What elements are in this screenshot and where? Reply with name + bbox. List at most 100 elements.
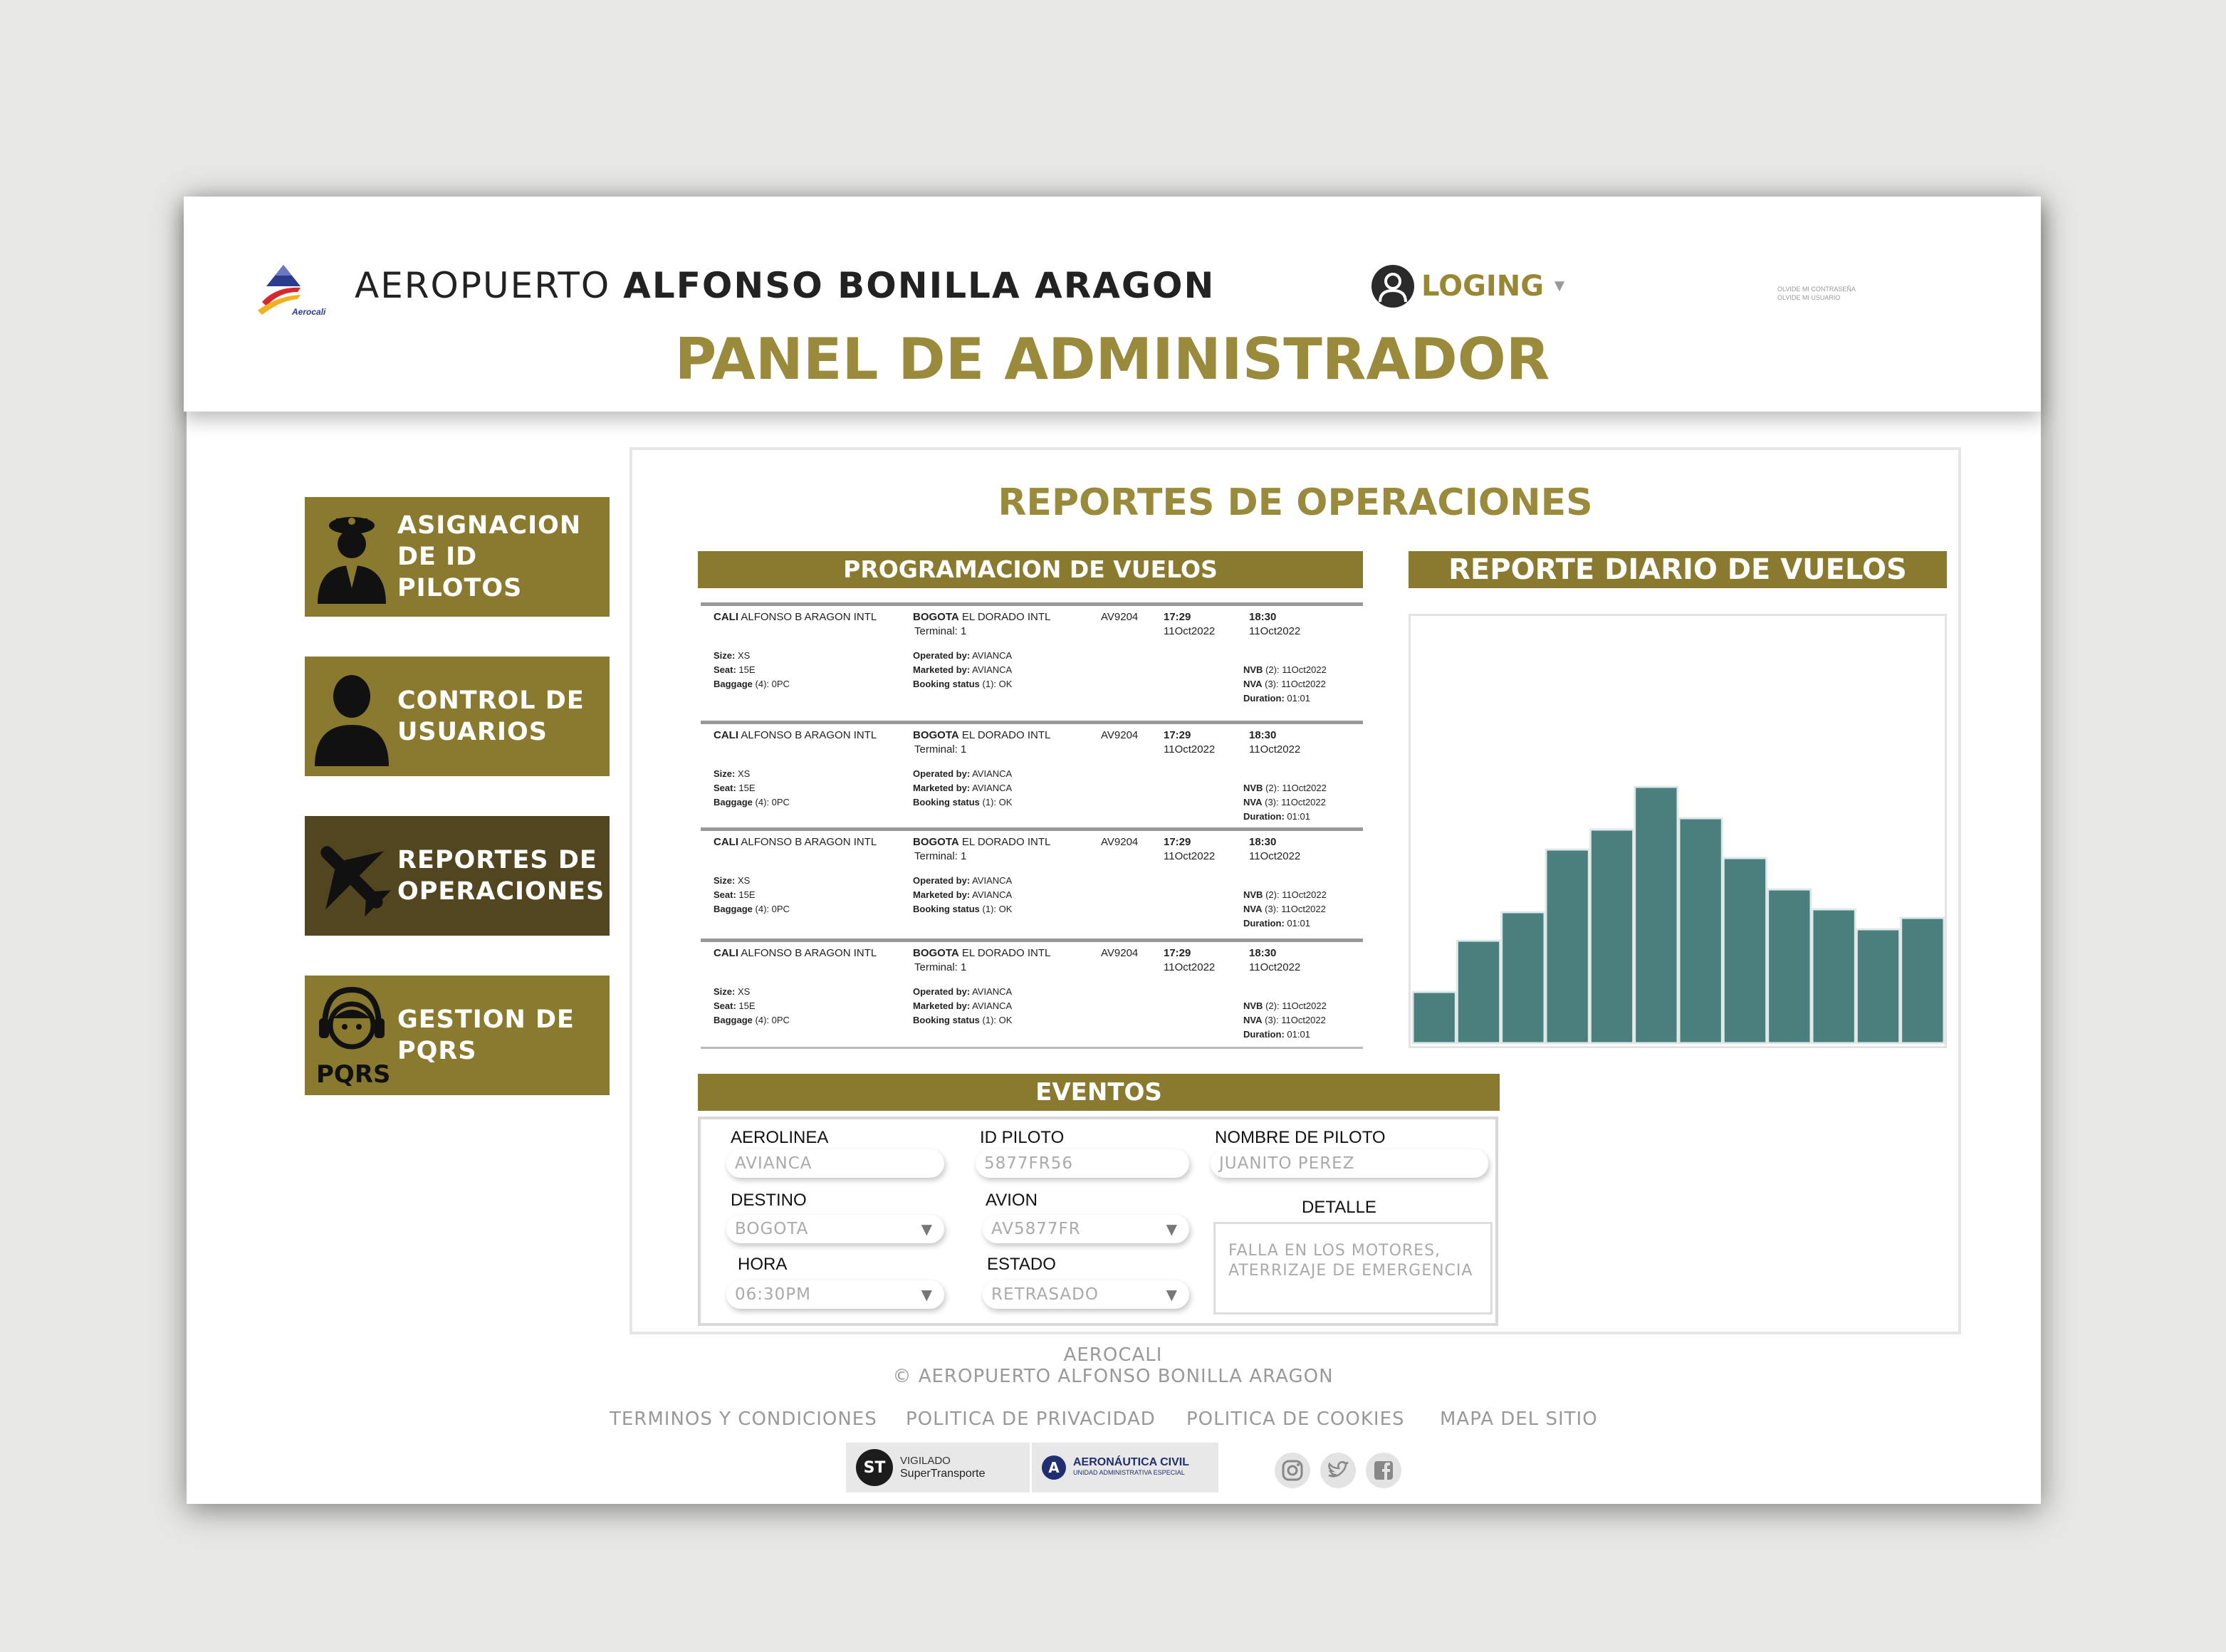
sidebar-item-gestion-pqrs[interactable]: PQRS GESTION DE PQRS [305, 976, 610, 1095]
marketed-by: Marketed by: AVIANCA [913, 781, 1012, 795]
duration: Duration: 01:01 [1243, 1028, 1310, 1042]
marketed-value: AVIANCA [972, 664, 1013, 675]
forgot-user-link[interactable]: OLVIDE MI USUARIO [1777, 294, 1841, 301]
facebook-icon[interactable] [1366, 1453, 1401, 1488]
aerocali-logo[interactable]: Aerocali [255, 265, 333, 322]
aerocivil-badge[interactable]: A AERONÁUTICA CIVIL UNIDAD ADMINISTRATIV… [1032, 1443, 1218, 1492]
forgot-password-link[interactable]: OLVIDE MI CONTRASEÑA [1777, 286, 1856, 293]
operated-label: Operated by: [913, 768, 971, 779]
nombre-piloto-field[interactable]: JUANITO PEREZ [1211, 1149, 1488, 1178]
supertransporte-badge[interactable]: ST VIGILADO SuperTransporte [846, 1443, 1030, 1492]
seat-label: Seat: [714, 1000, 736, 1011]
origin-name: ALFONSO B ARAGON INTL [741, 947, 877, 959]
baggage: Baggage (4): 0PC [714, 1013, 790, 1028]
arrival-time: 18:30 [1249, 835, 1276, 849]
sidebar-item-asignacion-pilotos[interactable]: ASIGNACION DE ID PILOTOS [305, 497, 610, 617]
estado-value: RETRASADO [991, 1285, 1099, 1304]
baggage-label: Baggage [714, 797, 753, 807]
footer-link-mapa[interactable]: MAPA DEL SITIO [1440, 1408, 1598, 1430]
events-header: EVENTOS [698, 1074, 1500, 1111]
login-button[interactable]: LOGING ▼ [1371, 265, 1568, 308]
nvb-value: (2): 11Oct2022 [1265, 1000, 1327, 1011]
dest-name: EL DORADO INTL [961, 611, 1051, 623]
booking-value: (1): OK [982, 679, 1013, 689]
detalle-line-1: FALLA EN LOS MOTORES, [1228, 1242, 1441, 1260]
departure-time: 17:29 [1164, 728, 1191, 743]
flight-row[interactable]: CALI ALFONSO B ARAGON INTL BOGOTA EL DORA… [701, 721, 1363, 835]
nombre-piloto-label: NOMBRE DE PILOTO [1215, 1128, 1386, 1147]
origin-name: ALFONSO B ARAGON INTL [741, 836, 877, 848]
hora-select[interactable]: 06:30PM ▼ [726, 1280, 944, 1309]
nva-label: NVA [1243, 1015, 1263, 1025]
size-label: Size: [714, 875, 736, 886]
instagram-icon[interactable] [1275, 1453, 1310, 1488]
operated-label: Operated by: [913, 986, 971, 997]
arr-time: 18:30 [1249, 729, 1277, 741]
baggage-value: (4): 0PC [755, 904, 790, 914]
baggage-value: (4): 0PC [755, 1015, 790, 1025]
size-value: XS [737, 768, 751, 779]
operated-by: Operated by: AVIANCA [913, 874, 1012, 888]
avion-select[interactable]: AV5877FR ▼ [983, 1215, 1189, 1243]
login-label: LOGING [1421, 270, 1545, 303]
booking-label: Booking status [913, 797, 980, 807]
sidebar-item-label: ASIGNACION DE ID PILOTOS [397, 510, 610, 604]
booking-value: (1): OK [982, 1015, 1013, 1025]
footer-link-cookies[interactable]: POLITICA DE COOKIES [1186, 1408, 1405, 1430]
detalle-label: DETALLE [1302, 1198, 1376, 1217]
sidebar-item-reportes-operaciones[interactable]: REPORTES DE OPERACIONES [305, 816, 610, 936]
duration-label: Duration: [1243, 918, 1285, 929]
detalle-textarea[interactable]: FALLA EN LOS MOTORES, ATERRIZAJE DE EMER… [1213, 1222, 1493, 1314]
destination: BOGOTA EL DORADO INTL [913, 728, 1050, 743]
operated-value: AVIANCA [972, 875, 1013, 886]
nvb: NVB (2): 11Oct2022 [1243, 663, 1327, 677]
id-piloto-value: 5877FR56 [984, 1154, 1074, 1173]
arrival-date: 11Oct2022 [1249, 961, 1301, 973]
seat: Seat: 15E [714, 888, 756, 902]
seat-value: 15E [738, 783, 756, 793]
arrival-date: 11Oct2022 [1249, 625, 1301, 637]
sidebar-item-label: GESTION DE PQRS [397, 1004, 575, 1067]
chart-bar-10 [1811, 908, 1856, 1045]
nva-label: NVA [1243, 904, 1263, 914]
chart-bar-2 [1456, 939, 1502, 1045]
nvb-label: NVB [1243, 889, 1263, 900]
baggage-value: (4): 0PC [755, 679, 790, 689]
hora-value: 06:30PM [735, 1285, 811, 1304]
nva-value: (3): 11Oct2022 [1265, 904, 1326, 914]
duration-value: 01:01 [1287, 811, 1310, 822]
seat: Seat: 15E [714, 781, 756, 795]
marketed-value: AVIANCA [972, 889, 1013, 900]
sidebar-item-control-usuarios[interactable]: CONTROL DE USUARIOS [305, 657, 610, 776]
footer-link-terminos[interactable]: TERMINOS Y CONDICIONES [610, 1408, 877, 1430]
supertransporte-text: VIGILADO SuperTransporte [900, 1455, 985, 1480]
nva: NVA (3): 11Oct2022 [1243, 902, 1326, 916]
chart-svg [1411, 785, 1945, 1045]
footer-link-privacidad[interactable]: POLITICA DE PRIVACIDAD [906, 1408, 1156, 1430]
aerolinea-field[interactable]: AVIANCA [726, 1149, 944, 1178]
estado-label: ESTADO [987, 1255, 1056, 1274]
destination: BOGOTA EL DORADO INTL [913, 946, 1050, 961]
flight-row[interactable]: CALI ALFONSO B ARAGON INTL BOGOTA EL DORA… [701, 827, 1363, 941]
label-line-2: OPERACIONES [397, 877, 605, 906]
departure-time: 17:29 [1164, 835, 1191, 849]
operated-by: Operated by: AVIANCA [913, 649, 1012, 663]
chart-bar-8 [1722, 857, 1768, 1045]
baggage-label: Baggage [714, 904, 753, 914]
flight-row[interactable]: CALI ALFONSO B ARAGON INTL BOGOTA EL DORA… [701, 602, 1363, 716]
dest-name: EL DORADO INTL [961, 729, 1051, 741]
label-line-2: DE ID PILOTOS [397, 543, 523, 602]
size-value: XS [737, 986, 751, 997]
vigilado-entity: SuperTransporte [900, 1468, 986, 1480]
flight-list-divider [701, 1047, 1363, 1049]
flight-row[interactable]: CALI ALFONSO B ARAGON INTL BOGOTA EL DORA… [701, 939, 1363, 1052]
site-title-light: AEROPUERTO [355, 265, 611, 306]
destino-select[interactable]: BOGOTA ▼ [726, 1215, 944, 1243]
marketed-label: Marketed by: [913, 664, 971, 675]
size: Size: XS [714, 874, 750, 888]
seat-value: 15E [738, 664, 756, 675]
origin-code: CALI [714, 836, 738, 848]
id-piloto-field[interactable]: 5877FR56 [976, 1149, 1189, 1178]
twitter-icon[interactable] [1320, 1453, 1356, 1488]
estado-select[interactable]: RETRASADO ▼ [983, 1280, 1189, 1309]
